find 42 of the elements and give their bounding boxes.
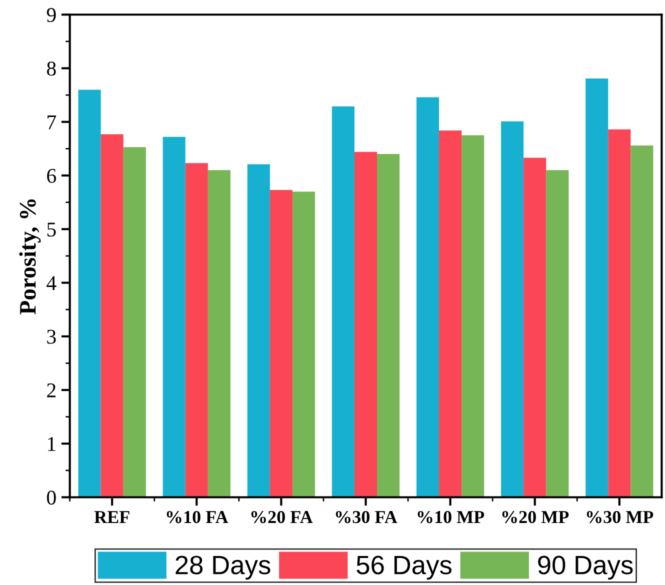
y-tick-label: 9 <box>46 8 56 22</box>
bar <box>462 135 484 498</box>
x-tick-label: %10 FA <box>166 510 228 524</box>
bar <box>439 130 462 498</box>
x-tick-label: REF <box>94 511 130 523</box>
bar <box>185 163 208 498</box>
bar <box>208 170 230 498</box>
bar <box>332 106 354 498</box>
legend-label: 28 Days <box>176 556 270 580</box>
y-tick-label: 2 <box>47 383 56 398</box>
bar <box>501 121 524 498</box>
bar <box>524 158 546 498</box>
y-tick-label: 5 <box>47 222 56 237</box>
bar <box>377 154 400 498</box>
bar <box>546 170 569 498</box>
y-axis-title: Porosity, % <box>19 199 41 314</box>
bar <box>608 129 631 498</box>
bar <box>354 152 378 498</box>
x-tick-label: %20 MP <box>502 510 569 524</box>
bar <box>123 147 146 498</box>
x-tick-label: %10 MP <box>418 510 484 524</box>
bar <box>162 136 186 498</box>
bar <box>100 134 124 498</box>
bar <box>78 90 101 498</box>
legend-label: 56 Days <box>356 556 452 580</box>
bar <box>292 192 316 498</box>
bar <box>247 164 270 498</box>
y-tick-label: 7 <box>48 115 56 130</box>
bar <box>416 97 440 498</box>
x-tick-label: %30 MP <box>586 510 654 524</box>
y-tick-label: 0 <box>47 490 56 505</box>
bar <box>270 190 292 498</box>
y-tick-label: 6 <box>47 168 56 183</box>
y-tick-label: 3 <box>47 330 56 344</box>
legend-label: 90 Days <box>538 556 633 580</box>
y-tick-label: 1 <box>48 437 56 451</box>
y-tick-label: 8 <box>47 62 56 76</box>
y-tick-label: 4 <box>46 276 56 290</box>
x-tick-label: %20 FA <box>251 510 313 524</box>
bar <box>630 145 654 498</box>
x-tick-label: %30 FA <box>336 510 398 524</box>
bar <box>586 78 608 498</box>
